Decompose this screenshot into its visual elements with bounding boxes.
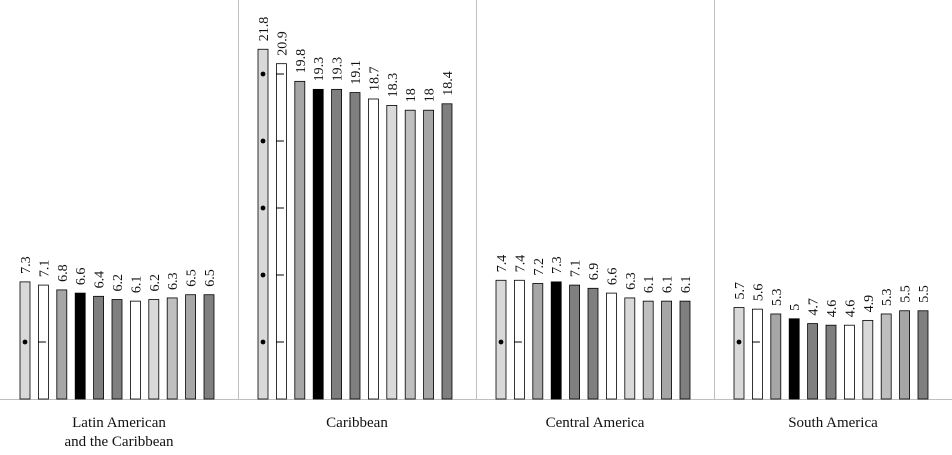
category-label: South America [788, 415, 878, 431]
bar-0-10 [203, 294, 215, 400]
bar-3-10 [917, 310, 929, 400]
data-label: 4.7 [807, 298, 822, 316]
bar-0-4 [93, 295, 104, 400]
bar-0-7 [148, 299, 160, 400]
bar-3-9 [899, 310, 910, 400]
bar-pattern-dot [260, 71, 266, 77]
bar-pattern-dot [260, 205, 266, 211]
bar-1-4 [331, 88, 343, 400]
data-label: 7.4 [495, 255, 510, 273]
data-label: 19.3 [331, 57, 346, 82]
data-label: 6.4 [93, 271, 108, 289]
data-label: 7.3 [19, 256, 34, 274]
data-label: 6.1 [129, 276, 144, 294]
data-label: 6.6 [605, 268, 620, 286]
data-label: 19.1 [349, 60, 364, 85]
bar-pattern-dot [260, 138, 266, 144]
data-label: 6.2 [111, 274, 126, 292]
bar-0-6 [129, 300, 141, 400]
data-label: 6.2 [148, 274, 163, 292]
bar-1-7 [386, 105, 398, 400]
data-label: 21.8 [257, 17, 272, 42]
bar-3-3 [788, 318, 800, 400]
data-label: 18.3 [386, 73, 401, 98]
data-label: 6.1 [642, 276, 657, 294]
data-label: 4.9 [862, 295, 877, 313]
data-label: 7.3 [550, 256, 565, 274]
category-label: and the Caribbean [64, 434, 174, 450]
bar-1-9 [423, 109, 435, 400]
data-label: 6.3 [166, 272, 181, 290]
data-label: 19.3 [312, 57, 327, 82]
bar-2-9 [661, 300, 672, 400]
bar-pattern-dot [260, 272, 266, 278]
bar-1-6 [367, 98, 379, 400]
data-label: 6.3 [624, 272, 639, 290]
bar-1-0 [257, 48, 269, 400]
data-label: 19.8 [294, 49, 309, 74]
bar-0-8 [166, 297, 178, 400]
bar-3-7 [862, 319, 874, 400]
bar-2-3 [550, 281, 562, 400]
bar-pattern-dot [22, 339, 28, 345]
bar-2-4 [569, 284, 580, 400]
data-label: 7.1 [569, 260, 584, 278]
data-label: 6.9 [587, 263, 602, 281]
category-label: Latin American [72, 415, 166, 431]
data-label: 5.3 [770, 288, 785, 306]
category-label: Caribbean [326, 415, 388, 431]
data-label: 7.4 [513, 255, 528, 273]
bar-pattern-dot [736, 339, 742, 345]
data-label: 18.4 [441, 71, 456, 96]
bar-1-1 [275, 63, 287, 400]
bar-0-5 [111, 299, 123, 400]
bar-1-2 [294, 80, 306, 400]
bar-3-4 [807, 323, 818, 400]
bar-pattern-dot [260, 339, 266, 345]
data-label: 6.5 [185, 269, 200, 287]
bar-2-2 [532, 283, 544, 400]
data-label: 6.8 [56, 264, 71, 282]
data-label: 20.9 [275, 31, 290, 56]
data-label: 6.6 [74, 268, 89, 286]
data-label: 6.1 [679, 276, 694, 294]
bar-2-10 [679, 300, 691, 400]
data-label: 7.1 [37, 260, 52, 278]
bar-1-5 [349, 92, 361, 400]
bar-0-9 [185, 294, 197, 400]
bar-3-8 [880, 313, 892, 400]
data-label: 18 [404, 88, 419, 102]
bar-2-8 [642, 300, 654, 400]
data-label: 7.2 [532, 258, 547, 276]
data-label: 5.5 [917, 285, 932, 303]
data-label: 4.6 [843, 300, 858, 318]
data-label: 6.5 [203, 269, 218, 287]
bar-0-2 [56, 289, 68, 400]
bar-3-0 [733, 307, 745, 400]
data-label: 5.3 [880, 288, 895, 306]
bar-2-5 [587, 287, 599, 400]
data-label: 5.5 [899, 285, 914, 303]
bar-pattern-dot [498, 339, 504, 345]
bar-3-6 [844, 324, 855, 400]
bar-0-3 [74, 292, 86, 400]
data-label: 5.7 [733, 282, 748, 300]
bar-1-10 [441, 103, 453, 400]
data-label: 5.6 [751, 284, 766, 302]
data-label: 18 [423, 88, 438, 102]
data-label: 18.7 [367, 66, 382, 91]
bar-3-1 [752, 308, 763, 400]
bar-2-7 [624, 297, 636, 400]
bar-2-1 [514, 279, 525, 400]
data-label: 4.6 [825, 300, 840, 318]
bar-3-2 [770, 313, 782, 400]
data-label: 6.1 [661, 276, 676, 294]
bar-1-8 [404, 109, 416, 400]
bar-3-5 [825, 324, 837, 400]
bar-1-3 [312, 88, 324, 400]
bar-2-6 [606, 292, 617, 400]
data-label: 5 [788, 304, 803, 311]
category-label: Central America [546, 415, 645, 431]
